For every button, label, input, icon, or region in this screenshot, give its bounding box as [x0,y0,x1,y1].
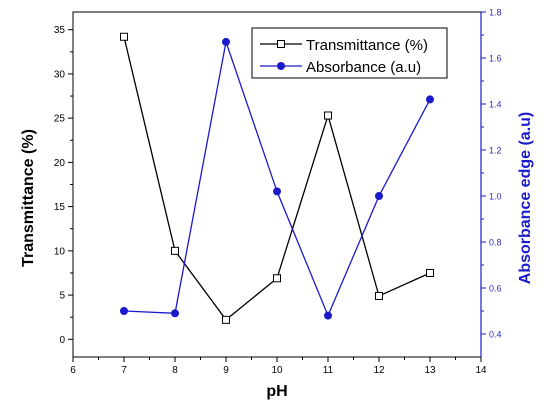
right-tick-label: 1.2 [489,146,502,156]
absorbance-point [324,311,332,320]
transmittance-point [375,291,383,300]
right-tick-label: 1.8 [489,8,502,18]
right-tick-label: 1.4 [489,100,502,110]
absorbance-point [171,309,179,318]
legend-marker-transmittance [277,40,285,48]
x-tick-label: 6 [70,365,76,376]
transmittance-point [324,111,332,120]
transmittance-point [273,274,281,283]
x-tick-label: 8 [172,365,178,376]
x-tick-label: 11 [323,365,334,376]
x-tick-label: 9 [223,365,229,376]
left-tick-label: 25 [54,114,66,125]
legend: Transmittance (%) Absorbance (a.u) [251,27,448,79]
x-tick-label: 13 [424,365,436,376]
right-tick-label: 0.6 [489,284,502,294]
left-tick-label: 35 [54,25,66,36]
left-axis-ticks: 0 5 10 15 20 25 30 35 [54,25,73,346]
absorbance-point [426,95,434,104]
right-tick-label: 0.8 [489,238,502,248]
absorbance-point [120,307,128,315]
left-tick-label: 0 [59,335,65,346]
left-tick-label: 15 [54,202,66,213]
right-tick-label: 1.0 [489,192,502,202]
y-axis-left-title: Transmittance (%) [20,129,37,267]
left-tick-label: 10 [54,246,66,257]
x-tick-label: 7 [121,365,127,376]
left-tick-label: 20 [54,158,66,169]
right-axis-ticks: 0.4 0.6 0.8 1.0 1.2 1.4 1.6 1.8 [481,8,502,340]
x-tick-label: 10 [271,365,283,376]
x-tick-label: 14 [475,365,487,376]
x-axis-ticks: 6 7 8 9 10 11 12 13 14 [70,357,487,376]
x-axis-title: pH [266,383,287,400]
absorbance-point [375,192,383,200]
absorbance-point [222,37,230,46]
left-tick-label: 5 [59,291,65,302]
transmittance-point [426,268,434,277]
transmittance-point [120,32,128,41]
transmittance-point [222,315,230,324]
absorbance-point [273,187,281,196]
legend-marker-absorbance [277,62,285,70]
transmittance-point [171,246,179,255]
legend-label-absorbance: Absorbance (a.u) [306,59,421,76]
legend-label-transmittance: Transmittance (%) [306,37,428,54]
right-tick-label: 1.6 [489,54,502,64]
left-tick-label: 30 [54,69,66,80]
x-tick-label: 12 [373,365,385,376]
right-tick-label: 0.4 [489,330,502,340]
legend-box [251,27,448,79]
series-layer [120,32,434,324]
y-axis-right-title: Absorbance edge (a.u) [517,112,534,284]
